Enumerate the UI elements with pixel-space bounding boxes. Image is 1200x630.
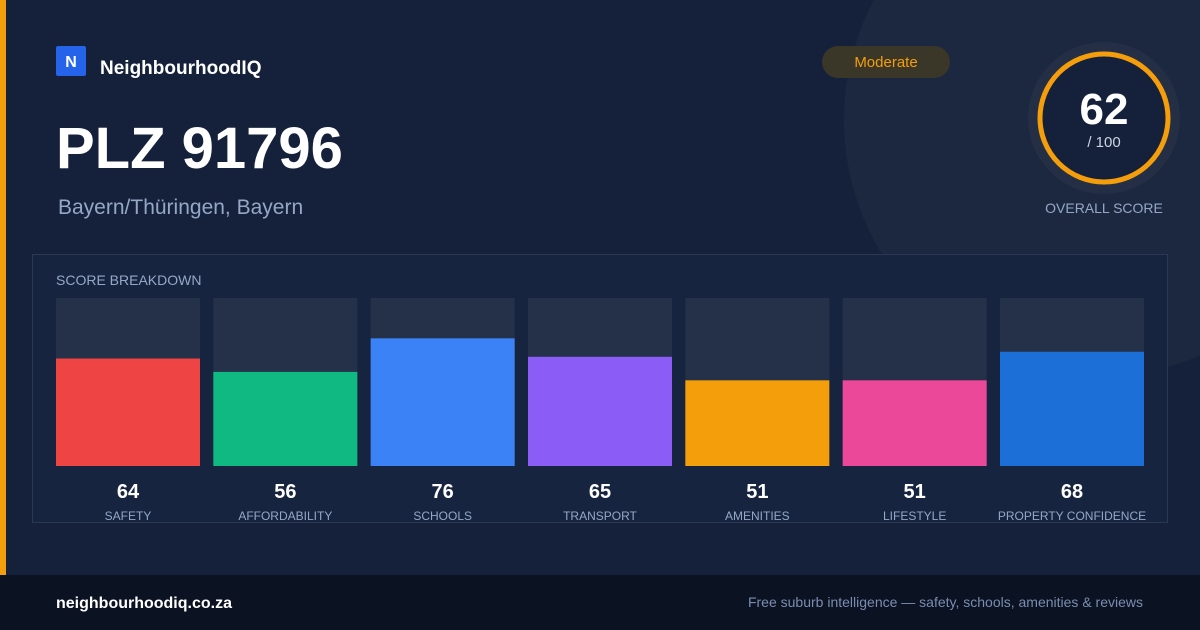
bar-value: 68	[1061, 481, 1083, 503]
bar-value: 56	[274, 481, 296, 503]
score-label: OVERALL SCORE	[1045, 200, 1163, 216]
title: PLZ 91796	[56, 116, 343, 181]
footer-site: neighbourhoodiq.co.za	[56, 595, 232, 612]
bar	[370, 338, 515, 466]
footer	[0, 575, 1200, 630]
bar-value: 76	[432, 481, 454, 503]
subtitle: Bayern/Thüringen, Bayern	[58, 196, 303, 219]
accent-strip	[0, 0, 6, 575]
bar	[1000, 351, 1144, 466]
bar-label: PROPERTY CONFIDENCE	[998, 509, 1146, 523]
bars: 64 SAFETY 56 AFFORDABILITY 76 SCHOOLS 65 TRANSP…	[56, 298, 1146, 523]
bar-label: SAFETY	[105, 509, 152, 523]
score-max: / 100	[1087, 134, 1120, 151]
bar-label: AFFORDABILITY	[238, 509, 332, 523]
ring	[1037, 51, 1171, 185]
bar-value: 51	[746, 481, 768, 503]
bar-label: TRANSPORT	[563, 509, 637, 523]
footer-tagline: Free suburb intelligence — safety, schoo…	[748, 594, 1143, 610]
badge-text: Moderate	[854, 54, 917, 71]
bar-label: AMENITIES	[725, 509, 790, 523]
badge	[822, 46, 950, 78]
bar	[842, 380, 987, 466]
logo-letter: N	[65, 54, 77, 71]
bar-value: 64	[117, 481, 140, 503]
score-value: 62	[1080, 85, 1129, 134]
logo	[56, 46, 86, 76]
bar-value: 65	[589, 481, 611, 503]
bar-label: LIFESTYLE	[883, 509, 946, 523]
bar	[685, 380, 830, 466]
brand: NeighbourhoodIQ	[100, 58, 261, 79]
bar-value: 51	[904, 481, 926, 503]
bar	[528, 356, 672, 466]
bar	[213, 371, 358, 466]
breakdown-title: SCORE BREAKDOWN	[56, 272, 201, 288]
bar-label: SCHOOLS	[413, 509, 472, 523]
bar	[56, 358, 200, 466]
